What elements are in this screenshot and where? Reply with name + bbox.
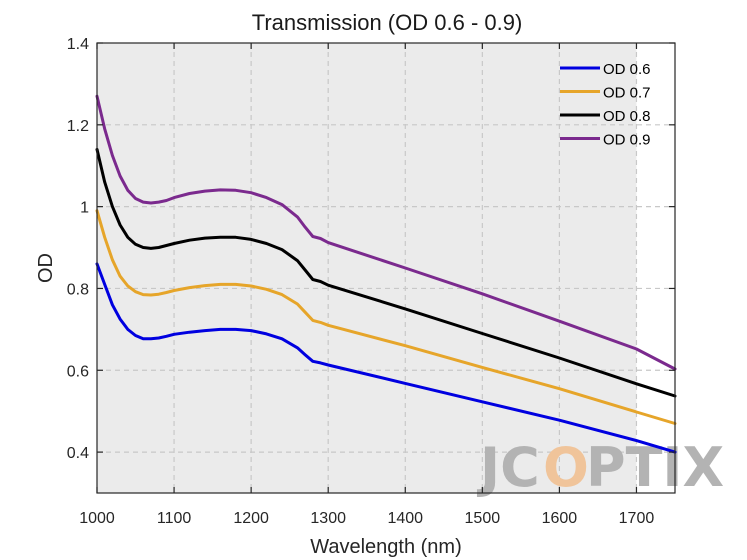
y-tick-label: 0.8 <box>67 281 89 298</box>
x-axis-label: Wavelength (nm) <box>310 536 462 558</box>
legend-label: OD 0.9 <box>603 132 651 149</box>
series-line-od-0-6 <box>95 262 677 454</box>
x-tick-labels: 1000 1100 1200 1300 1400 1500 1600 1700 <box>79 510 654 527</box>
ticks <box>96 42 675 493</box>
x-tick-label: 1100 <box>157 510 192 527</box>
watermark-text-jc: JC <box>476 436 540 499</box>
x-tick-label: 1000 <box>79 510 115 527</box>
x-tick-label: 1600 <box>542 510 578 527</box>
y-tick-label: 0.4 <box>67 445 89 462</box>
x-tick-label: 1400 <box>387 510 423 527</box>
legend-label: OD 0.6 <box>603 61 651 78</box>
plot-frame <box>96 42 676 494</box>
legend: OD 0.6 OD 0.7 OD 0.8 OD 0.9 <box>560 61 651 149</box>
chart-title: Transmission (OD 0.6 - 0.9) <box>252 10 523 35</box>
jcoptix-logo-watermark: JC O PTIX <box>476 436 724 499</box>
x-tick-label: 1700 <box>619 510 655 527</box>
y-tick-label: 1.4 <box>67 36 89 53</box>
series-line-od-0-7 <box>95 209 677 425</box>
x-tick-label: 1300 <box>310 510 346 527</box>
series-group <box>95 94 677 454</box>
y-tick-label: 1 <box>80 200 89 217</box>
series-line-od-0-9 <box>95 94 677 371</box>
watermark-text-o: O <box>543 436 589 499</box>
x-tick-label: 1500 <box>465 510 501 527</box>
y-tick-labels: 0.4 0.6 0.8 1 1.2 1.4 <box>67 36 89 462</box>
y-tick-label: 0.6 <box>67 363 89 380</box>
shaded-region <box>97 43 637 493</box>
y-axis-label: OD <box>35 253 57 283</box>
legend-label: OD 0.7 <box>603 85 651 102</box>
x-tick-label: 1200 <box>233 510 269 527</box>
series-line-od-0-8 <box>95 147 677 398</box>
y-tick-label: 1.2 <box>67 118 89 135</box>
legend-label: OD 0.8 <box>603 108 651 125</box>
